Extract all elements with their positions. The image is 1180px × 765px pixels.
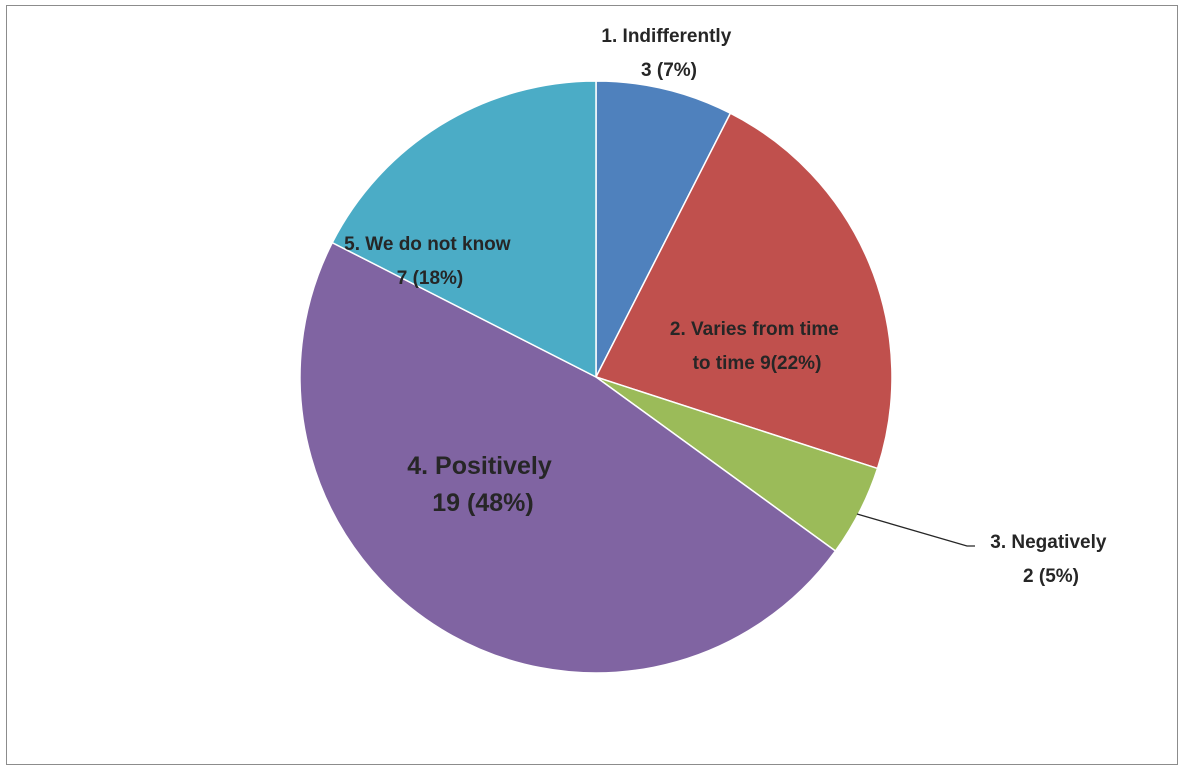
pie-slice-positively: [299, 241, 837, 674]
pie-chart: 1. Indifferently 3 (7%) 2. Varies from t…: [299, 26, 1111, 674]
data-label-varies: 2. Varies from time to time 9(22%): [670, 319, 844, 374]
data-label-unknown-value: 7 (18%): [397, 268, 464, 289]
data-label-negatively: 3. Negatively 2 (5%): [990, 532, 1111, 587]
chart-area: 1. Indifferently 3 (7%) 2. Varies from t…: [6, 5, 1178, 765]
data-label-negatively-name: 3. Negatively: [990, 532, 1107, 553]
pie-slice-varies: [594, 112, 893, 470]
data-label-positively: 4. Positively 19 (48%): [407, 452, 558, 517]
data-label-unknown: 5. We do not know 7 (18%): [344, 234, 516, 289]
data-label-positively-name: 4. Positively: [407, 452, 552, 480]
pie-slice-indifferently: [595, 80, 732, 378]
data-label-indifferently-name: 1. Indifferently: [601, 26, 731, 47]
data-label-varies-value: to time 9(22%): [693, 353, 822, 374]
data-label-unknown-name: 5. We do not know: [344, 234, 511, 255]
data-label-negatively-value: 2 (5%): [1023, 566, 1079, 587]
data-label-indifferently-value: 3 (7%): [641, 60, 697, 81]
pie-slice-unknown: [331, 80, 597, 379]
data-label-varies-name: 2. Varies from time: [670, 319, 839, 340]
data-label-indifferently: 1. Indifferently 3 (7%): [601, 26, 736, 81]
pie-slices: [299, 80, 893, 674]
leader-line-negatively: [856, 513, 975, 547]
data-label-positively-value: 19 (48%): [432, 489, 533, 517]
